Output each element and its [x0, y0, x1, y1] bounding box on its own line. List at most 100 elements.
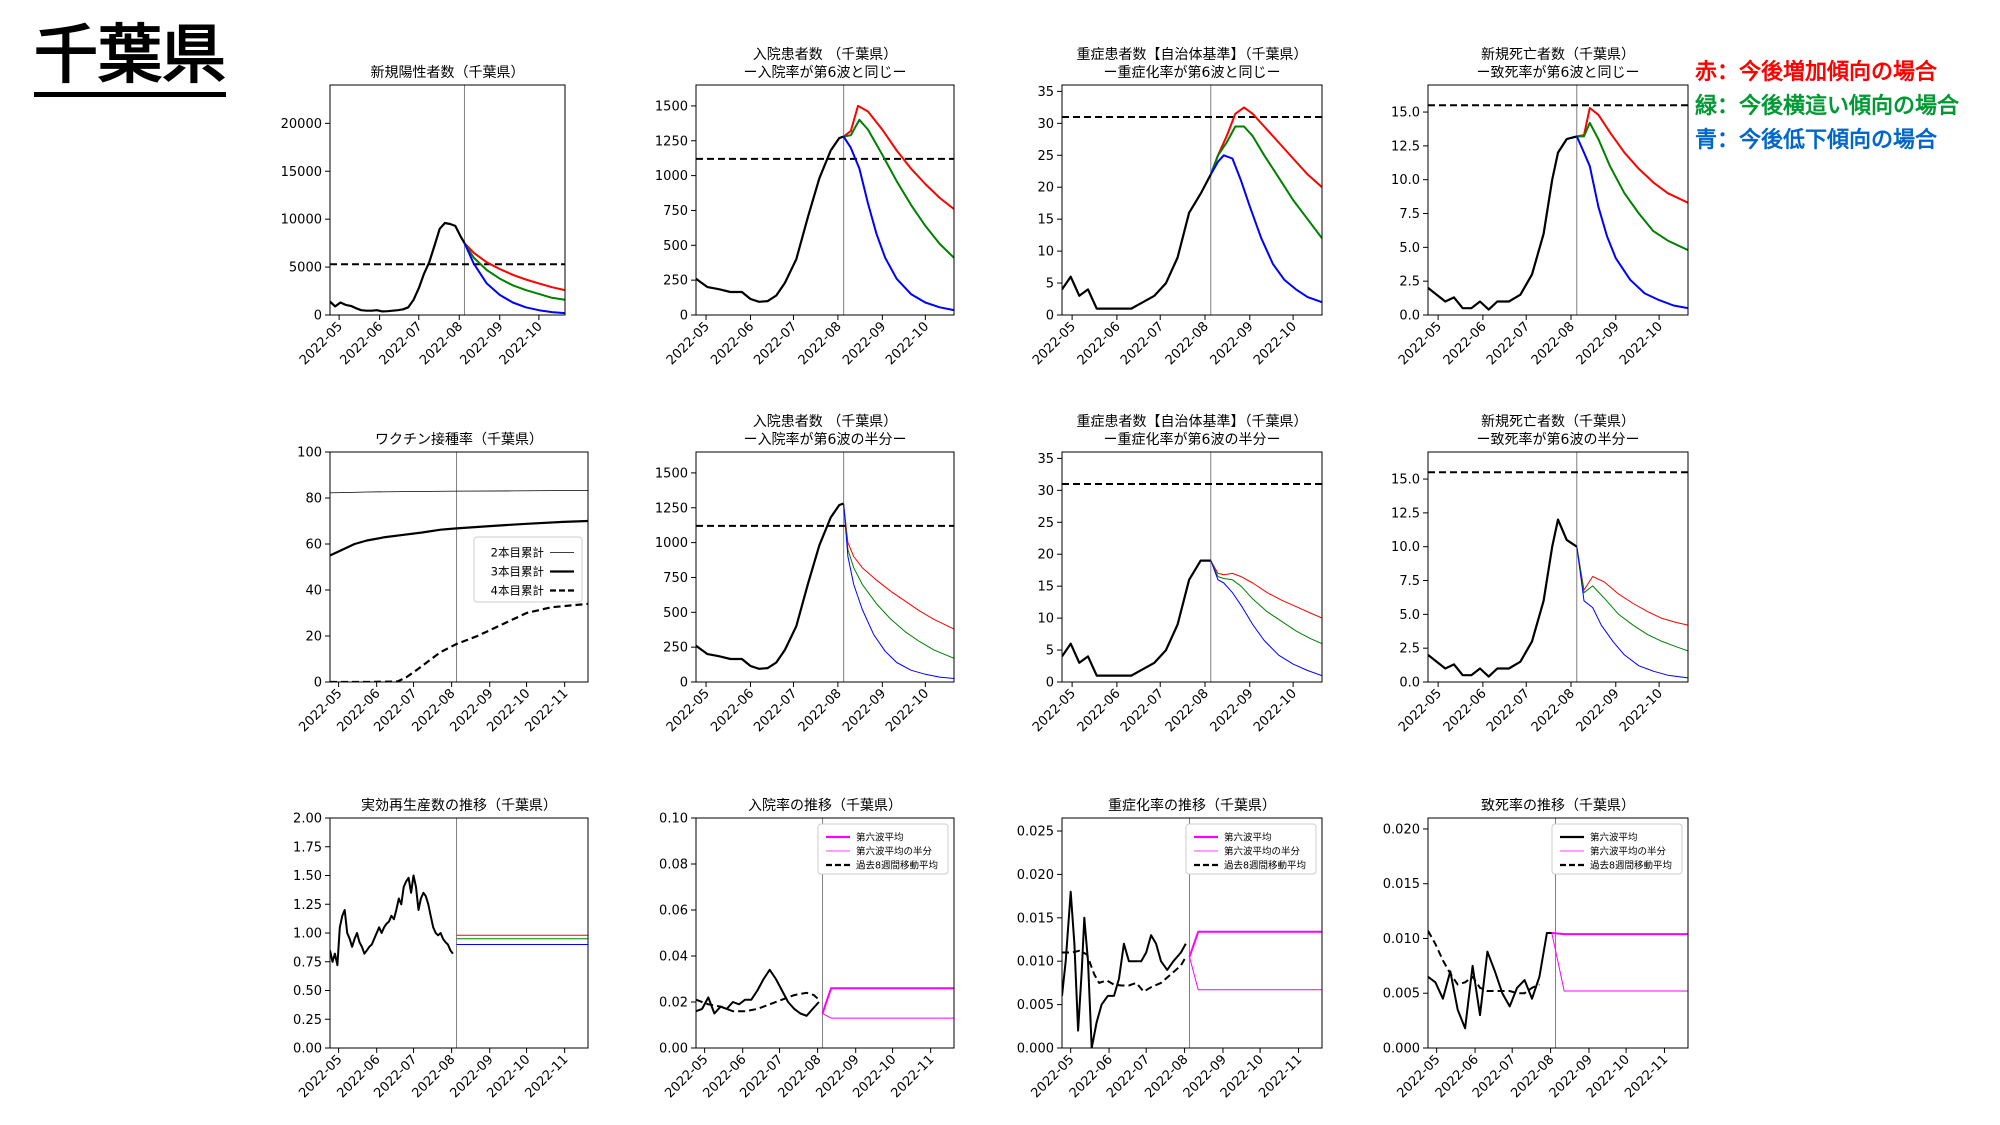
- chart-title: 致死率の推移（千葉県）: [1481, 797, 1635, 814]
- x-tick-label: 2022-05: [664, 686, 713, 735]
- plot-frame: [695, 451, 955, 683]
- page-title: 千葉県: [34, 24, 226, 97]
- y-tick-label: 0: [314, 309, 322, 324]
- series-line-black: [696, 968, 820, 1017]
- x-tick-label: 2022-10: [497, 319, 546, 368]
- y-tick-label: 5000: [289, 261, 322, 276]
- y-tick-label: 10: [1037, 612, 1054, 627]
- x-tick-label: 2022-06: [708, 686, 757, 735]
- y-tick-label: 25: [1037, 149, 1054, 164]
- series-line-black: [696, 135, 844, 303]
- x-tick-label: 2022-07: [1484, 686, 1533, 735]
- chart-title: 実効再生産数の推移（千葉県）: [361, 798, 557, 814]
- y-tick-label: 10000: [281, 213, 322, 228]
- x-tick-label: 2022-05: [664, 319, 713, 368]
- legend-label: 過去8週間移動平均: [1224, 859, 1306, 871]
- y-tick-label: 20: [305, 630, 322, 645]
- y-tick-label: 12.5: [1391, 139, 1420, 154]
- series-line-black: [1062, 559, 1211, 677]
- y-tick-label: 20000: [281, 117, 322, 132]
- chart-title: 入院患者数 （千葉県）: [753, 47, 897, 63]
- y-tick-label: 5.0: [1399, 241, 1420, 256]
- x-tick-label: 2022-05: [297, 319, 346, 368]
- y-tick-label: 1.25: [293, 898, 322, 913]
- x-tick-label: 2022-10: [1617, 686, 1666, 735]
- y-tick-label: 0.020: [1383, 822, 1420, 837]
- x-tick-label: 2022-09: [840, 319, 889, 368]
- y-tick-label: 12.5: [1391, 506, 1420, 521]
- x-tick-label: 2022-09: [840, 686, 889, 735]
- y-tick-label: 40: [305, 584, 322, 599]
- scenario-legend: 赤：今後増加傾向の場合 緑：今後横這い傾向の場合 青：今後低下傾向の場合: [1695, 56, 1959, 158]
- plot-frame: [695, 817, 955, 1049]
- series-line-blue: [463, 242, 565, 315]
- y-tick-label: 0: [680, 676, 688, 691]
- chart-deaths-half: 新規死亡者数（千葉県）ー致死率が第6波の半分ー 0.0 2.5 5.0 7.5 10.0 1…: [1391, 414, 1689, 735]
- x-tick-label: 2022-08: [1529, 686, 1578, 735]
- y-tick-label: 0.025: [1017, 825, 1054, 840]
- y-tick-label: 15: [1037, 580, 1054, 595]
- x-tick-label: 2022-05: [1396, 319, 1445, 368]
- plot-area: [696, 452, 954, 682]
- y-tick-label: 20: [1037, 181, 1054, 196]
- scenario-note-red: 赤：今後増加傾向の場合: [1695, 60, 1938, 85]
- chart-vaccination: ワクチン接種率（千葉県）0204060801002022-052022-0620…: [296, 431, 589, 735]
- x-tick-label: 2022-06: [708, 319, 757, 368]
- x-tick-label: 2022-09: [1208, 686, 1257, 735]
- y-tick-label: 30: [1037, 484, 1054, 499]
- series-line-black: [1062, 949, 1187, 993]
- y-tick-label: 7.5: [1399, 574, 1420, 589]
- y-tick-label: 0.10: [659, 812, 688, 827]
- legend-box: [1185, 823, 1317, 875]
- series-line-black: [1428, 932, 1552, 1030]
- x-tick-label: 2022-07: [1118, 319, 1167, 368]
- plot-area: [330, 85, 565, 315]
- chart-severe-half: 重症患者数【自治体基準】（千葉県）ー重症化率が第6波の半分ー 0 5 10 15 20 25…: [1030, 413, 1323, 735]
- y-tick-label: 250: [663, 274, 688, 289]
- y-tick-label: 10.0: [1391, 173, 1420, 188]
- x-tick-label: 2022-09: [1574, 319, 1623, 368]
- y-tick-label: 1.75: [293, 840, 322, 855]
- y-tick-label: 0.04: [659, 950, 688, 965]
- series-line-red: [1576, 107, 1688, 204]
- y-tick-label: 0.005: [1383, 987, 1420, 1002]
- y-tick-label: 1250: [655, 134, 688, 149]
- chart-title: ー重症化率が第6波と同じー: [1104, 64, 1281, 81]
- series-line-blue: [842, 136, 954, 312]
- y-tick-label: 1250: [655, 501, 688, 516]
- y-tick-label: 0.010: [1017, 955, 1054, 970]
- legend-label: 過去8週間移動平均: [856, 859, 938, 871]
- legend-label: 第六波平均: [1224, 831, 1272, 843]
- y-tick-label: 10.0: [1391, 540, 1420, 555]
- legend-label: 第六波平均: [856, 831, 904, 843]
- y-tick-label: 60: [305, 538, 322, 553]
- series-line-black: [1428, 930, 1540, 995]
- series-line-green: [843, 118, 954, 259]
- x-tick-label: 2022-05: [1030, 319, 1079, 368]
- y-tick-label: 20: [1037, 548, 1054, 563]
- plot-frame: [1427, 84, 1689, 316]
- series-line-green: [1576, 121, 1688, 252]
- series-line-blue: [1575, 135, 1688, 310]
- plot-area: [330, 452, 588, 682]
- y-tick-label: 35: [1037, 85, 1054, 100]
- chart-title: ー致死率が第6波と同じー: [1477, 64, 1640, 81]
- plot-area: [1428, 452, 1688, 682]
- x-tick-label: 2022-08: [417, 319, 466, 368]
- chart-death-rate: 致死率の推移（千葉県）0.0000.0050.0100.0150.0202022…: [1383, 797, 1689, 1101]
- plot-frame: [1427, 451, 1689, 683]
- x-tick-label: 2022-06: [1075, 319, 1124, 368]
- chart-title: 重症化率の推移（千葉県）: [1108, 797, 1276, 814]
- y-tick-label: 15.0: [1391, 473, 1420, 488]
- y-tick-label: 0.015: [1017, 911, 1054, 926]
- y-tick-label: 2.5: [1399, 275, 1420, 290]
- x-tick-label: 2022-10: [883, 686, 932, 735]
- y-tick-label: 0: [1046, 676, 1054, 691]
- series-line-magenta: [1551, 932, 1688, 936]
- y-tick-label: 0.0: [1399, 676, 1420, 691]
- series-line-magenta: [822, 1013, 954, 1019]
- x-tick-label: 2022-10: [883, 319, 932, 368]
- y-tick-label: 1.50: [293, 869, 322, 884]
